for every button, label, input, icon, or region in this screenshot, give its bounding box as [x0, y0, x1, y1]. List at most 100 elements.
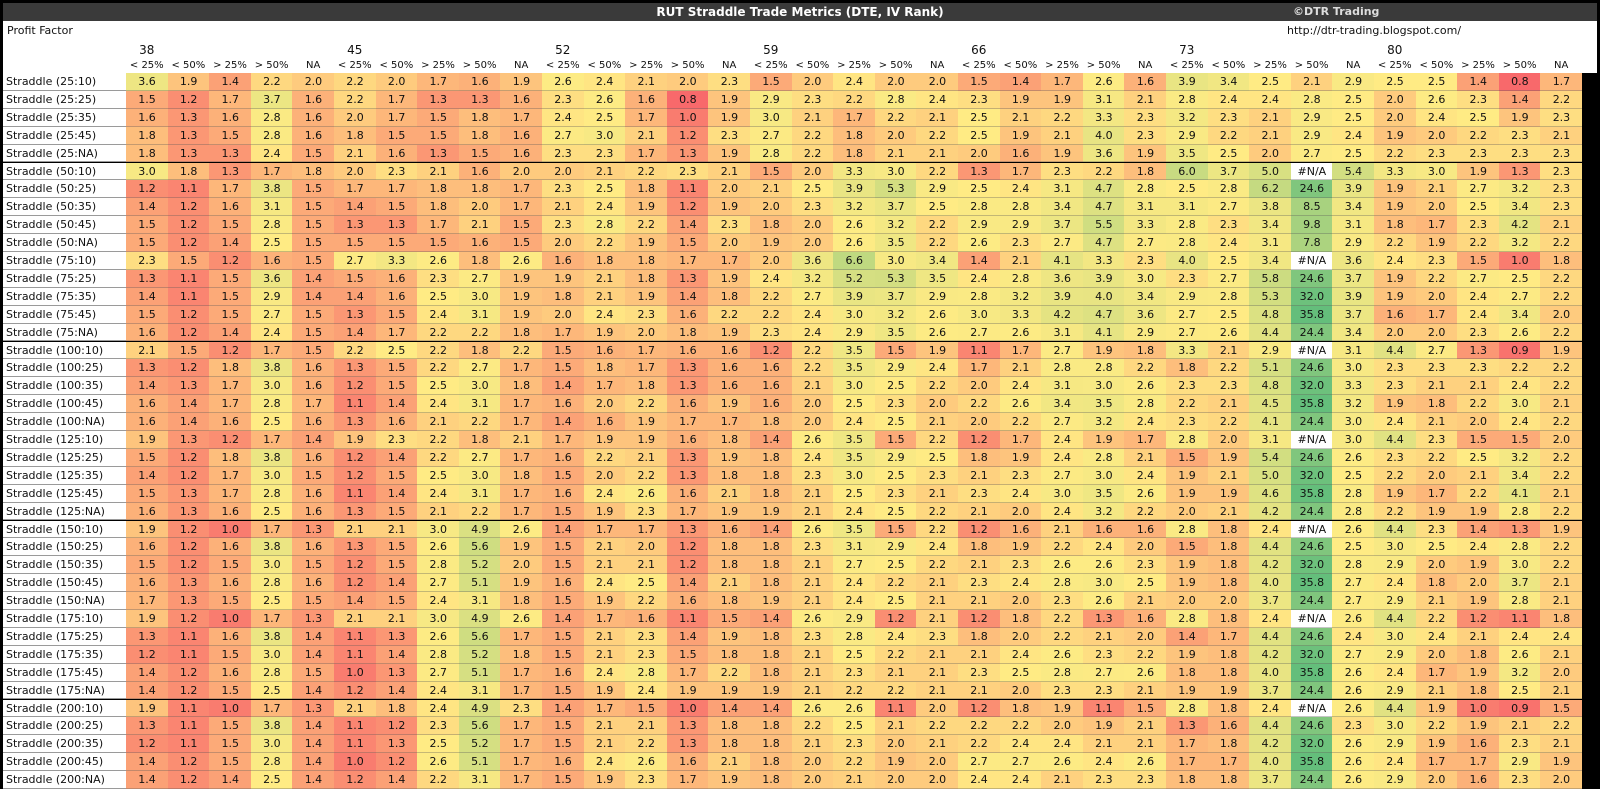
heatmap-cell: 1.6	[126, 323, 169, 342]
heatmap-cell: 2.8	[417, 645, 460, 664]
heatmap-cell: 2.4	[1374, 753, 1417, 772]
heatmap-cell: 1.8	[750, 216, 793, 235]
heatmap-cell: 1.0	[334, 663, 377, 682]
heatmap-cell: 2.4	[1415, 108, 1458, 127]
heatmap-cell: 2.0	[500, 556, 543, 575]
heatmap-cell: 2.0	[999, 592, 1042, 610]
heatmap-cell: 1.7	[999, 341, 1042, 360]
heatmap-cell: 1.5	[542, 681, 585, 700]
heatmap-cell: 3.0	[417, 610, 460, 628]
dte-label: 73	[1179, 43, 1195, 57]
heatmap-cell: 1.8	[999, 699, 1042, 718]
heatmap-cell: 2.3	[1415, 520, 1458, 539]
heatmap-cell: 2.7	[458, 359, 501, 378]
heatmap-cell: 3.0	[1124, 269, 1167, 288]
heatmap-cell: 1.9	[625, 413, 668, 431]
heatmap-cell: 2.4	[417, 699, 460, 718]
heatmap-cell: 1.9	[1457, 162, 1500, 181]
heatmap-cell: 2.0	[1041, 717, 1084, 736]
heatmap-cell: 1.8	[417, 180, 460, 199]
heatmap-cell: 2.2	[1540, 377, 1583, 396]
heatmap-cell: 1.7	[500, 448, 543, 467]
heatmap-cell: 2.6	[1415, 90, 1458, 109]
heatmap-cell: 2.1	[1124, 717, 1167, 736]
heatmap-cell: 2.9	[874, 538, 917, 557]
heatmap-cell: 1.5	[292, 216, 335, 235]
heatmap-cell: 2.5	[375, 341, 418, 360]
heatmap-cell: 1.7	[833, 108, 876, 127]
heatmap-cell: 1.5	[542, 735, 585, 754]
heatmap-cell: 5.6	[458, 717, 501, 736]
heatmap-cell: 1.4	[750, 520, 793, 539]
heatmap-cell: 2.0	[999, 681, 1042, 700]
heatmap-cell: 1.7	[666, 771, 709, 789]
heatmap-cell: 2.6	[1082, 556, 1125, 575]
heatmap-cell: 3.1	[1249, 431, 1292, 449]
heatmap-cell: 2.9	[1374, 771, 1417, 789]
heatmap-cell: 2.6	[958, 234, 1001, 252]
heatmap-cell: 1.4	[999, 73, 1042, 91]
heatmap-cell: 2.1	[1540, 592, 1583, 610]
heatmap-cell: 1.7	[583, 610, 626, 628]
heatmap-cell: 3.0	[250, 466, 293, 485]
heatmap-cell: 2.1	[1207, 341, 1250, 360]
row-label: Straddle (175:NA)	[3, 681, 126, 700]
heatmap-cell: 2.1	[1457, 377, 1500, 396]
heatmap-cell: 1.6	[292, 90, 335, 109]
heatmap-cell: 2.3	[833, 735, 876, 754]
heatmap-cell: 1.8	[1124, 162, 1167, 181]
heatmap-cell: 2.1	[625, 717, 668, 736]
heatmap-cell: 3.0	[1415, 162, 1458, 181]
heatmap-cell: 1.6	[126, 538, 169, 557]
heatmap-cell: 1.7	[625, 359, 668, 378]
row-label: Straddle (25:45)	[3, 126, 126, 145]
heatmap-cell: 2.7	[1041, 341, 1084, 360]
heatmap-cell: 2.9	[874, 448, 917, 467]
heatmap-cell: 1.7	[583, 699, 626, 718]
heatmap-cell: 2.4	[583, 753, 626, 772]
heatmap-cell: 2.8	[1207, 287, 1250, 306]
heatmap-cell: 1.5	[417, 234, 460, 252]
heatmap-cell: 3.4	[1249, 216, 1292, 235]
heatmap-cell: 1.2	[666, 198, 709, 217]
heatmap-cell: 1.5	[292, 144, 335, 163]
heatmap-cell: 4.4	[1374, 610, 1417, 628]
row-label: Straddle (50:35)	[3, 198, 126, 217]
heatmap-cell: 2.3	[1041, 162, 1084, 181]
heatmap-cell: 3.6	[1041, 269, 1084, 288]
row-label: Straddle (125:10)	[3, 431, 126, 449]
heatmap-cell: 2.4	[583, 305, 626, 324]
heatmap-cell: 1.5	[209, 717, 252, 736]
heatmap-cell: 1.4	[167, 413, 210, 431]
heatmap-cell: 1.2	[167, 681, 210, 700]
heatmap-cell: 1.4	[1457, 520, 1500, 539]
heatmap-cell: 2.2	[458, 413, 501, 431]
heatmap-cell: 2.3	[791, 198, 834, 217]
heatmap-cell: 2.8	[250, 395, 293, 414]
heatmap-cell: 1.9	[708, 681, 751, 700]
heatmap-cell: 2.2	[916, 162, 959, 181]
heatmap-cell: 2.6	[1124, 377, 1167, 396]
heatmap-cell: 1.4	[292, 771, 335, 789]
heatmap-cell: 2.7	[958, 753, 1001, 772]
heatmap-cell: 1.5	[542, 502, 585, 521]
heatmap-cell: 2.6	[1124, 484, 1167, 503]
heatmap-cell: 1.5	[292, 305, 335, 324]
heatmap-cell: 1.7	[500, 484, 543, 503]
heatmap-cell: 2.4	[791, 305, 834, 324]
heatmap-cell: 2.1	[583, 645, 626, 664]
heatmap-cell: 2.2	[958, 395, 1001, 414]
heatmap-cell: 35.8	[1290, 663, 1333, 682]
iv-rank-label: < 50%	[171, 60, 206, 71]
heatmap-cell: 1.9	[1166, 645, 1209, 664]
heatmap-cell: 1.8	[750, 627, 793, 646]
heatmap-cell: 2.5	[417, 466, 460, 485]
heatmap-cell: 1.7	[209, 466, 252, 485]
heatmap-cell: 1.9	[583, 323, 626, 342]
heatmap-cell: 3.0	[833, 305, 876, 324]
heatmap-cell: 1.3	[458, 90, 501, 109]
heatmap-cell: 3.0	[874, 162, 917, 181]
heatmap-cell: 2.3	[500, 699, 543, 718]
heatmap-cell: 1.7	[126, 592, 169, 610]
heatmap-cell: 1.1	[874, 699, 917, 718]
